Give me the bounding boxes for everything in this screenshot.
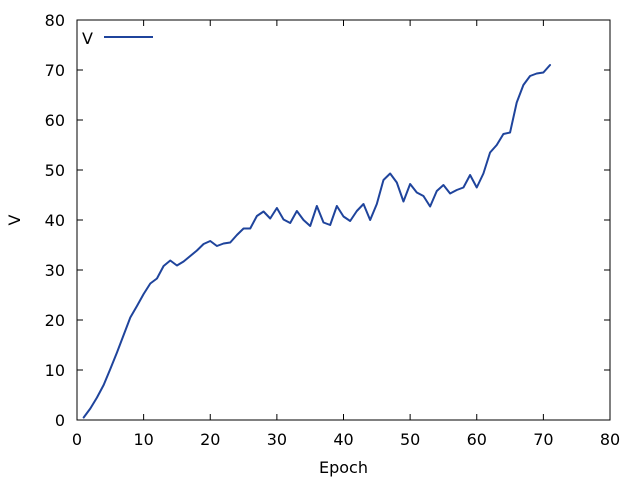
series-line-0 xyxy=(82,64,552,419)
y-tick-label: 20 xyxy=(45,311,65,330)
x-tick-label: 40 xyxy=(333,430,353,449)
x-tick-label: 60 xyxy=(467,430,487,449)
y-tick-label: 10 xyxy=(45,361,65,380)
y-tick-label: 0 xyxy=(55,411,65,430)
x-tick-label: 30 xyxy=(267,430,287,449)
y-axis-label: V xyxy=(5,214,24,225)
x-tick-label: 20 xyxy=(200,430,220,449)
x-tick-label: 80 xyxy=(600,430,620,449)
legend-label-v: V xyxy=(82,29,93,48)
y-tick-label: 80 xyxy=(45,11,65,30)
axis-ticks: 0 10 20 30 40 50 60 70 80 0 10 20 30 40 50 60 70 80 xyxy=(45,11,621,449)
x-axis-label: Epoch xyxy=(319,458,368,477)
x-tick-label: 70 xyxy=(533,430,553,449)
y-tick-label: 60 xyxy=(45,111,65,130)
plot-area xyxy=(82,64,552,419)
y-tick-label: 50 xyxy=(45,161,65,180)
legend: V xyxy=(82,29,153,48)
plot-frame xyxy=(76,19,611,421)
y-tick-label: 40 xyxy=(45,211,65,230)
y-tick-label: 30 xyxy=(45,261,65,280)
x-tick-label: 50 xyxy=(400,430,420,449)
y-tick-label: 70 xyxy=(45,61,65,80)
x-tick-label: 0 xyxy=(72,430,82,449)
x-tick-label: 10 xyxy=(133,430,153,449)
